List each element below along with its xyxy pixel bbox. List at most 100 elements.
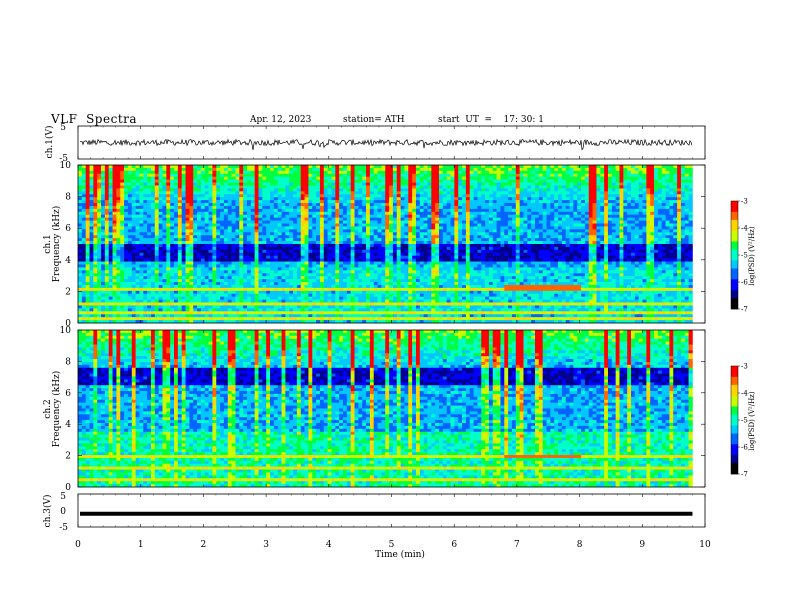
spectrogram-cell xyxy=(377,217,382,221)
spectrogram-cell xyxy=(154,229,159,233)
spectrogram-cell xyxy=(439,214,444,218)
spectrogram-cell xyxy=(661,200,666,204)
spectrogram-cell xyxy=(519,191,524,195)
spectrogram-cell xyxy=(108,176,113,180)
spectrogram-cell xyxy=(97,179,102,183)
spectrogram-cell xyxy=(78,252,83,257)
spectrogram-cell xyxy=(354,238,359,242)
spectrogram-cell xyxy=(604,179,609,183)
spectrogram-cell xyxy=(285,182,290,186)
spectrogram-cell xyxy=(646,223,651,227)
spectrogram-cell xyxy=(404,235,409,239)
spectrogram-cell xyxy=(546,249,551,254)
spectrogram-cell xyxy=(120,182,125,186)
spectrogram-cell xyxy=(124,232,129,236)
spectrogram-cell xyxy=(327,185,332,189)
spectrogram-cell xyxy=(392,226,398,230)
spectrogram-cell xyxy=(346,232,351,236)
spectrogram-cell xyxy=(669,246,674,251)
spectrogram-cell xyxy=(634,194,639,198)
spectrogram-cell xyxy=(684,194,689,198)
ch1-ytick-top: 5 xyxy=(60,123,66,133)
spectrogram-cell xyxy=(435,179,440,183)
spectrogram-cell xyxy=(97,197,102,201)
spectrogram-cell xyxy=(200,179,206,183)
spectrogram-cell xyxy=(496,249,501,254)
spectrogram-cell xyxy=(558,182,563,186)
spectrogram-cell xyxy=(335,185,340,189)
spectrogram-cell xyxy=(285,238,290,242)
spectrogram-cell xyxy=(623,197,628,201)
spectrogram-cell xyxy=(604,197,609,201)
spectrogram-cell xyxy=(220,220,225,224)
spectrogram-cell xyxy=(458,182,463,186)
spectrogram-cell xyxy=(185,194,190,198)
spectrogram-cell xyxy=(101,205,106,210)
spectrogram-cell xyxy=(508,167,513,172)
spectrogram-cell xyxy=(177,214,182,218)
spectrogram-cell xyxy=(558,179,563,183)
spectrogram-cell xyxy=(170,223,175,227)
spectrogram-cell xyxy=(592,203,597,207)
spectrogram-cell xyxy=(661,220,666,224)
spectrogram-cell xyxy=(573,229,578,233)
spectrogram-cell xyxy=(669,214,674,218)
spectrogram-cell xyxy=(139,165,144,169)
spectrogram-cell xyxy=(392,165,398,169)
spectrogram-cell xyxy=(101,170,106,175)
spectrogram-cell xyxy=(569,241,574,245)
spectrogram-cell xyxy=(596,182,601,186)
spectrogram-cell xyxy=(677,165,682,169)
spectrogram-cell xyxy=(588,220,593,224)
spectrogram-cell xyxy=(477,214,482,218)
spectrogram-cell xyxy=(277,238,282,242)
spectrogram-cell xyxy=(669,170,674,175)
spectrogram-cell xyxy=(273,197,278,201)
spectrogram-cell xyxy=(277,226,282,230)
spectrogram-cell xyxy=(638,167,643,172)
spectrogram-cell xyxy=(189,197,194,201)
spectrogram-cell xyxy=(362,173,367,178)
spectrogram-cell xyxy=(273,188,278,192)
spectrogram-cell xyxy=(439,249,444,254)
spectrogram-cell xyxy=(654,203,659,207)
spectrogram-cell xyxy=(285,167,290,172)
spectrogram-cell xyxy=(170,191,175,195)
spectrogram-cell xyxy=(273,165,278,169)
spectrogram-cell xyxy=(189,200,194,204)
spectrogram-cell xyxy=(124,179,129,183)
spectrogram-cell xyxy=(319,223,325,227)
spectrogram-cell xyxy=(231,205,236,210)
spectrogram-cell xyxy=(531,235,536,239)
spectrogram-cell xyxy=(304,203,309,207)
spectrogram-cell xyxy=(677,182,682,186)
spectrogram-cell xyxy=(665,235,670,239)
spectrogram-cell xyxy=(385,241,390,245)
spectrogram-cell xyxy=(642,170,647,175)
spectrogram-cell xyxy=(673,220,678,224)
spectrogram-cell xyxy=(170,220,175,224)
spectrogram-cell xyxy=(358,220,363,224)
spectrogram-cell xyxy=(293,170,298,175)
spectrogram-cell xyxy=(154,200,159,204)
spectrogram-cell xyxy=(327,244,332,248)
spectrogram-cell xyxy=(112,232,117,236)
spectrogram-cell xyxy=(450,200,455,204)
spectrogram-cell xyxy=(458,214,463,218)
spectrogram-cell xyxy=(350,185,355,189)
spectrogram-cell xyxy=(680,226,686,230)
spectrogram-cell xyxy=(446,229,451,233)
spectrogram-cell xyxy=(496,217,501,221)
spectrogram-cell xyxy=(519,179,524,183)
spectrogram-cell xyxy=(415,200,421,204)
spectrogram-cell xyxy=(220,229,225,233)
spectrogram-cell xyxy=(135,229,140,233)
spectrogram-cell xyxy=(273,211,278,216)
spectrogram-cell xyxy=(404,238,409,242)
spectrogram-cell xyxy=(154,203,159,207)
spectrogram-cell xyxy=(296,167,302,172)
spectrogram-cell xyxy=(496,194,501,198)
spectrogram-cell xyxy=(177,191,182,195)
spectrogram-cell xyxy=(396,217,401,221)
spectrogram-cell xyxy=(174,244,179,248)
